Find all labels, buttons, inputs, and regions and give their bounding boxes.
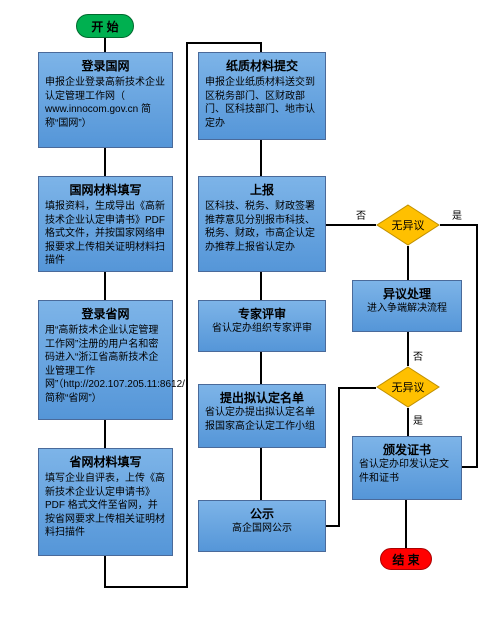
start-label: 开 始 bbox=[91, 18, 118, 35]
node-title: 上报 bbox=[205, 181, 319, 198]
arrow bbox=[326, 224, 376, 226]
node-title: 登录省网 bbox=[45, 305, 166, 322]
arrow bbox=[104, 586, 188, 588]
arrow bbox=[104, 556, 106, 586]
arrow bbox=[407, 332, 409, 366]
diamond-label: 无异议 bbox=[376, 366, 440, 408]
arrow bbox=[476, 224, 478, 468]
node-title: 省网材料填写 bbox=[45, 453, 166, 470]
diamond-label: 无异议 bbox=[376, 204, 440, 246]
node-report-up: 上报 区科技、税务、财政签署推荐意见分别报市科技、税务、财政，市高企认定办推荐上… bbox=[198, 176, 326, 272]
node-propose-list: 提出拟认定名单 省认定办提出拟认定名单报国家高企认定工作小组 bbox=[198, 384, 326, 448]
node-paper-submit: 纸质材料提交 申报企业纸质材料送交到区税务部门、区财政部门、区科技部门、地市认定… bbox=[198, 52, 326, 140]
arrow bbox=[260, 448, 262, 500]
node-desc: 省认定办印发认定文件和证书 bbox=[359, 458, 455, 485]
node-publicity: 公示 高企国网公示 bbox=[198, 500, 326, 552]
node-title: 国网材料填写 bbox=[45, 181, 166, 198]
arrow bbox=[104, 272, 106, 300]
arrow bbox=[407, 246, 409, 280]
arrow bbox=[407, 408, 409, 436]
arrow bbox=[462, 466, 478, 468]
decision-no-objection-2: 无异议 bbox=[376, 366, 440, 408]
node-desc: 进入争端解决流程 bbox=[359, 302, 455, 316]
end-label: 结 束 bbox=[392, 551, 419, 568]
arrow bbox=[260, 140, 262, 176]
arrow bbox=[104, 38, 106, 52]
arrow bbox=[338, 387, 376, 389]
decision-no-objection-1: 无异议 bbox=[376, 204, 440, 246]
node-desc: 申报企业纸质材料送交到区税务部门、区财政部门、区科技部门、地市认定办 bbox=[205, 76, 319, 130]
node-objection: 异议处理 进入争端解决流程 bbox=[352, 280, 462, 332]
label-no: 否 bbox=[356, 207, 366, 222]
node-login-province: 登录省网 用“高新技术企业认定管理工作网”注册的用户名和密码进入“浙江省高新技术… bbox=[38, 300, 173, 420]
label-no: 否 bbox=[413, 348, 423, 363]
node-desc: 省认定办提出拟认定名单报国家高企认定工作小组 bbox=[205, 406, 319, 433]
node-title: 专家评审 bbox=[205, 305, 319, 322]
arrow bbox=[186, 42, 262, 44]
arrow bbox=[104, 148, 106, 176]
node-title: 提出拟认定名单 bbox=[205, 389, 319, 406]
arrow bbox=[405, 500, 407, 548]
node-title: 颁发证书 bbox=[359, 441, 455, 458]
node-desc: 申报企业登录高新技术企业认定管理工作网（ www.innocom.gov.cn … bbox=[45, 76, 166, 130]
node-desc: 省认定办组织专家评审 bbox=[205, 322, 319, 336]
arrow bbox=[338, 387, 340, 527]
node-desc: 填写企业自评表，上传《高新技术企业认定申请书》PDF 格式文件至省网，并按省网要… bbox=[45, 472, 166, 540]
node-province-fill: 省网材料填写 填写企业自评表，上传《高新技术企业认定申请书》PDF 格式文件至省… bbox=[38, 448, 173, 556]
node-title: 异议处理 bbox=[359, 285, 455, 302]
node-desc: 区科技、税务、财政签署推荐意见分别报市科技、税务、财政，市高企认定办推荐上报省认… bbox=[205, 200, 319, 254]
node-expert-review: 专家评审 省认定办组织专家评审 bbox=[198, 300, 326, 352]
arrow bbox=[104, 420, 106, 448]
node-national-fill: 国网材料填写 填报资料，生成导出《高新技术企业认定申请书》PDF 格式文件，并按… bbox=[38, 176, 173, 272]
arrow bbox=[260, 272, 262, 300]
node-desc: 用“高新技术企业认定管理工作网”注册的用户名和密码进入“浙江省高新技术企业管理工… bbox=[45, 324, 166, 405]
node-title: 公示 bbox=[205, 505, 319, 522]
arrow bbox=[260, 42, 262, 52]
node-title: 纸质材料提交 bbox=[205, 57, 319, 74]
arrow bbox=[260, 352, 262, 384]
label-yes: 是 bbox=[413, 412, 423, 427]
end-terminal: 结 束 bbox=[380, 548, 432, 570]
node-title: 登录国网 bbox=[45, 57, 166, 74]
arrow bbox=[186, 42, 188, 588]
label-yes: 是 bbox=[452, 207, 462, 222]
node-desc: 填报资料，生成导出《高新技术企业认定申请书》PDF 格式文件，并按国家网络申报要… bbox=[45, 200, 166, 268]
start-terminal: 开 始 bbox=[76, 14, 134, 38]
node-issue-cert: 颁发证书 省认定办印发认定文件和证书 bbox=[352, 436, 462, 500]
arrow bbox=[440, 224, 478, 226]
node-login-national: 登录国网 申报企业登录高新技术企业认定管理工作网（ www.innocom.go… bbox=[38, 52, 173, 148]
node-desc: 高企国网公示 bbox=[205, 522, 319, 536]
